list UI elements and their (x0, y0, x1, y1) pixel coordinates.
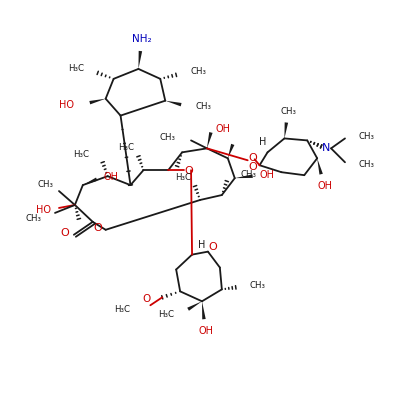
Text: H₃C: H₃C (114, 305, 130, 314)
Text: CH₃: CH₃ (241, 170, 257, 179)
Text: O: O (60, 228, 69, 238)
Text: OH: OH (103, 172, 118, 182)
Text: CH₃: CH₃ (25, 214, 41, 223)
Text: CH₃: CH₃ (190, 67, 206, 76)
Text: O: O (248, 162, 257, 172)
Text: OH: OH (215, 124, 230, 134)
Polygon shape (207, 132, 213, 148)
Polygon shape (138, 51, 142, 69)
Text: O: O (248, 153, 257, 163)
Text: O: O (185, 166, 194, 176)
Text: H₃C: H₃C (158, 310, 174, 319)
Text: O: O (93, 223, 102, 233)
Text: HO: HO (59, 100, 74, 110)
Text: HO: HO (36, 205, 51, 215)
Text: OH: OH (259, 170, 274, 180)
Text: H₃C: H₃C (73, 150, 89, 159)
Text: O: O (142, 294, 150, 304)
Polygon shape (187, 301, 202, 311)
Text: H: H (259, 138, 266, 148)
Text: NH₂: NH₂ (132, 34, 151, 44)
Polygon shape (165, 101, 182, 106)
Polygon shape (235, 174, 253, 178)
Text: OH: OH (198, 326, 214, 336)
Polygon shape (89, 99, 106, 104)
Text: CH₃: CH₃ (359, 132, 375, 141)
Text: H₃C: H₃C (175, 173, 191, 182)
Text: CH₃: CH₃ (195, 102, 211, 111)
Text: N: N (322, 143, 330, 153)
Text: O: O (208, 242, 217, 252)
Polygon shape (317, 158, 323, 175)
Polygon shape (228, 144, 234, 158)
Text: CH₃: CH₃ (37, 180, 53, 189)
Text: CH₃: CH₃ (250, 281, 266, 290)
Text: CH₃: CH₃ (359, 160, 375, 169)
Text: H: H (198, 240, 206, 250)
Polygon shape (83, 178, 98, 185)
Text: CH₃: CH₃ (159, 133, 175, 142)
Text: H₃C: H₃C (118, 143, 134, 152)
Text: H₃C: H₃C (68, 64, 84, 74)
Text: OH: OH (318, 181, 333, 191)
Polygon shape (284, 122, 288, 138)
Text: CH₃: CH₃ (280, 107, 296, 116)
Polygon shape (202, 301, 206, 319)
